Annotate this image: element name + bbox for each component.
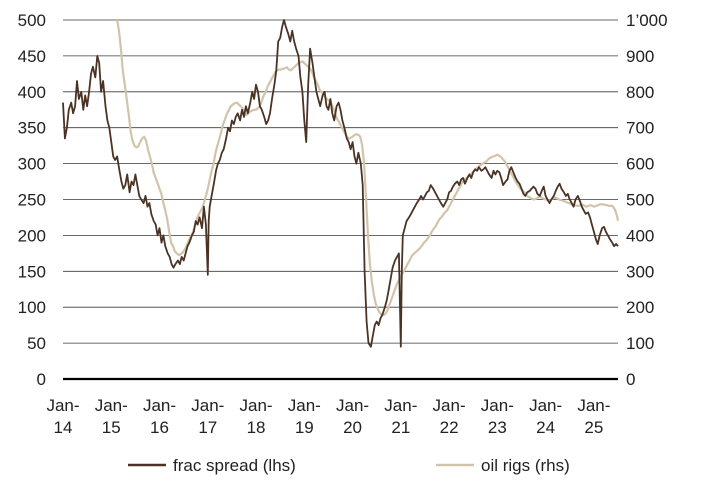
x-tick-label: Jan-16 <box>143 396 176 437</box>
y-right-tick-label: 1’000 <box>626 11 668 30</box>
y-right-tick-label: 700 <box>626 119 654 138</box>
y-left-tick-label: 500 <box>18 11 46 30</box>
y-left-tick-label: 200 <box>18 226 46 245</box>
y-right-tick-label: 600 <box>626 155 654 174</box>
gridlines <box>63 19 618 344</box>
x-tick-label: Jan-17 <box>191 396 224 437</box>
legend-label-oil-rigs: oil rigs (rhs) <box>481 456 570 475</box>
y-left-tick-label: 400 <box>18 83 46 102</box>
y-right-tick-label: 500 <box>626 191 654 210</box>
y-right-tick-label: 200 <box>626 298 654 317</box>
y-left-tick-label: 50 <box>27 334 46 353</box>
x-tick-label: Jan-15 <box>95 396 128 437</box>
y-right-tick-label: 900 <box>626 47 654 66</box>
y-right-tick-label: 400 <box>626 226 654 245</box>
legend-label-frac-spread: frac spread (lhs) <box>173 456 296 475</box>
y-left-tick-label: 0 <box>37 370 46 389</box>
oil-rigs-line <box>116 19 620 317</box>
x-tick-label: Jan-20 <box>336 396 369 437</box>
y-right-tick-label: 100 <box>626 334 654 353</box>
y-left-tick-label: 250 <box>18 191 46 210</box>
y-right-tick-label: 800 <box>626 83 654 102</box>
y-left-tick-label: 350 <box>18 119 46 138</box>
axes: 0 50 100 150 200 250 300 350 400 450 500 0 100 200 300… <box>18 11 668 437</box>
y-right-tick-label: 0 <box>626 370 635 389</box>
frac-spread-line <box>62 19 619 348</box>
x-tick-label: Jan-25 <box>577 396 610 437</box>
y-left-tick-label: 450 <box>18 47 46 66</box>
x-tick-label: Jan-21 <box>384 396 417 437</box>
x-tick-label: Jan-24 <box>529 396 562 437</box>
series-lines <box>62 19 620 348</box>
y-right-tick-label: 300 <box>626 262 654 281</box>
x-tick-label: Jan-19 <box>288 396 321 437</box>
y-left-tick-label: 100 <box>18 298 46 317</box>
y-left-tick-label: 300 <box>18 155 46 174</box>
x-tick-label: Jan-14 <box>46 396 79 437</box>
legend: frac spread (lhs) oil rigs (rhs) <box>128 456 570 475</box>
x-tick-label: Jan-23 <box>481 396 514 437</box>
y-left-tick-label: 150 <box>18 262 46 281</box>
x-tick-label: Jan-18 <box>240 396 273 437</box>
x-tick-label: Jan-22 <box>433 396 466 437</box>
